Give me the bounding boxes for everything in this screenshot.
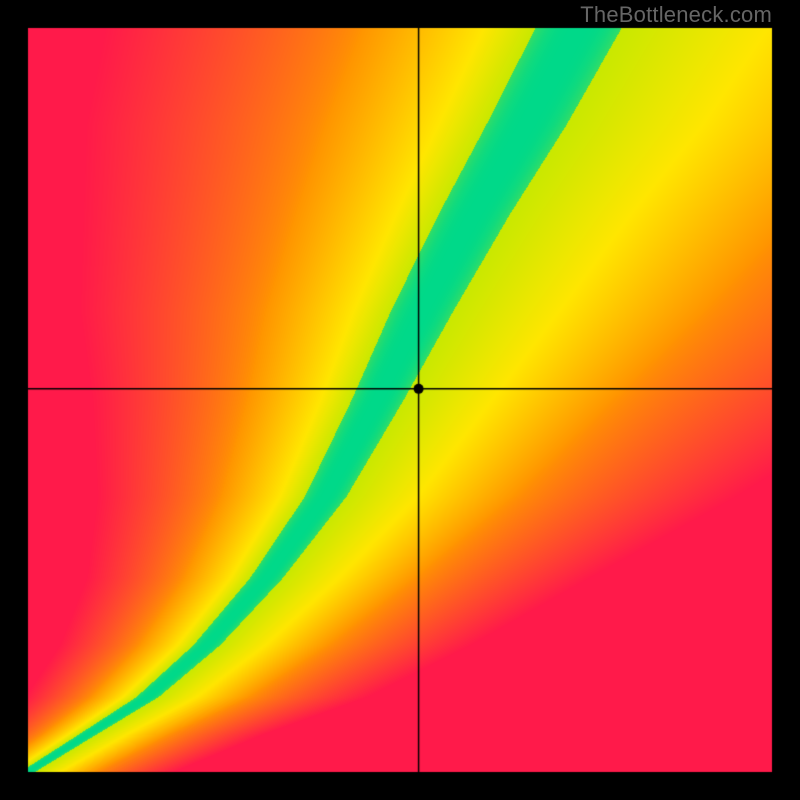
bottleneck-heatmap-canvas <box>0 0 800 800</box>
chart-container: TheBottleneck.com <box>0 0 800 800</box>
watermark-text: TheBottleneck.com <box>580 2 772 28</box>
